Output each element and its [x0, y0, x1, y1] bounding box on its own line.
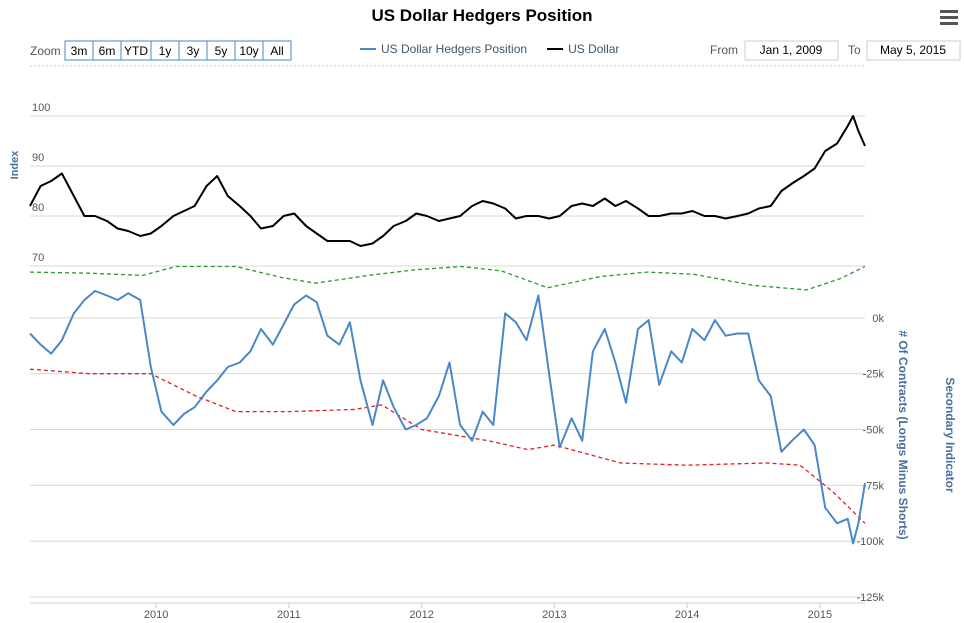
from-input[interactable] — [744, 40, 839, 61]
zoom-button[interactable]: YTD — [120, 40, 152, 61]
y2-axis-title: # Of Contracts (Longs Minus Shorts) — [896, 330, 910, 539]
menu-bar — [940, 16, 958, 19]
x-tick-label: 2014 — [675, 609, 699, 621]
legend-item[interactable]: US Dollar Hedgers Position — [360, 42, 527, 56]
y2-tick-label: -100k — [856, 536, 884, 548]
y-tick-label: 70 — [32, 252, 44, 264]
zoom-button-label: 1y — [159, 44, 172, 58]
legend-label: US Dollar — [568, 42, 619, 56]
zoom-button-label: 3y — [187, 44, 200, 58]
zoom-button-label: YTD — [124, 44, 148, 58]
x-tick-label: 2015 — [808, 609, 832, 621]
legend-item[interactable]: US Dollar — [547, 42, 619, 56]
y-tick-label: 100 — [32, 102, 50, 114]
series-line — [29, 290, 866, 545]
y-tick-label: 80 — [32, 202, 44, 214]
legend-label: US Dollar Hedgers Position — [381, 42, 527, 56]
to-value: May 5, 2015 — [880, 43, 946, 57]
zoom-button[interactable]: 5y — [206, 40, 236, 61]
to-label: To — [848, 43, 861, 57]
x-tick-label: 2011 — [277, 609, 301, 621]
y2-tick-label: -25k — [863, 369, 885, 381]
zoom-label: Zoom — [30, 44, 61, 58]
y2-tick-label: -125k — [856, 592, 884, 604]
zoom-button-label: 3m — [71, 44, 88, 58]
zoom-button[interactable]: 1y — [150, 40, 180, 61]
zoom-button[interactable]: 3y — [178, 40, 208, 61]
dashed-line — [29, 265, 866, 291]
menu-bar — [940, 10, 958, 13]
plot-area: 70 80 90 100 0k -25k -50k -75k -100k -125k 2010 201… — [29, 102, 885, 621]
zoom-button-label: All — [270, 44, 283, 58]
to-input[interactable] — [866, 40, 961, 61]
dashed-line — [29, 368, 866, 524]
zoom-button[interactable]: 10y — [234, 40, 264, 61]
x-tick-label: 2010 — [144, 609, 168, 621]
series-line — [29, 115, 866, 247]
zoom-button-label: 5y — [215, 44, 228, 58]
y-axis-title: Index — [9, 150, 21, 180]
zoom-button[interactable]: 3m — [64, 40, 94, 61]
x-tick-label: 2013 — [542, 609, 566, 621]
zoom-button[interactable]: 6m — [92, 40, 122, 61]
y2-tick-label: -75k — [863, 480, 885, 492]
zoom-button-label: 6m — [99, 44, 116, 58]
legend: US Dollar Hedgers Position US Dollar — [360, 42, 619, 56]
zoom-buttons: 3m 6m YTD 1y 3y 5y 10y All — [64, 40, 292, 61]
y-tick-label: 90 — [32, 152, 44, 164]
y2-tick-label: -50k — [863, 425, 885, 437]
from-label: From — [710, 43, 738, 57]
y3-axis-title: Secondary Indicator — [943, 377, 957, 493]
menu-button[interactable] — [940, 10, 958, 25]
menu-bar — [940, 22, 958, 25]
from-value: Jan 1, 2009 — [760, 43, 823, 57]
x-tick-label: 2012 — [409, 609, 433, 621]
zoom-button-label: 10y — [239, 44, 258, 58]
y2-tick-label: 0k — [872, 313, 884, 325]
zoom-button[interactable]: All — [262, 40, 292, 61]
chart-title: US Dollar Hedgers Position — [371, 6, 592, 25]
zoom-button-box — [262, 40, 292, 61]
